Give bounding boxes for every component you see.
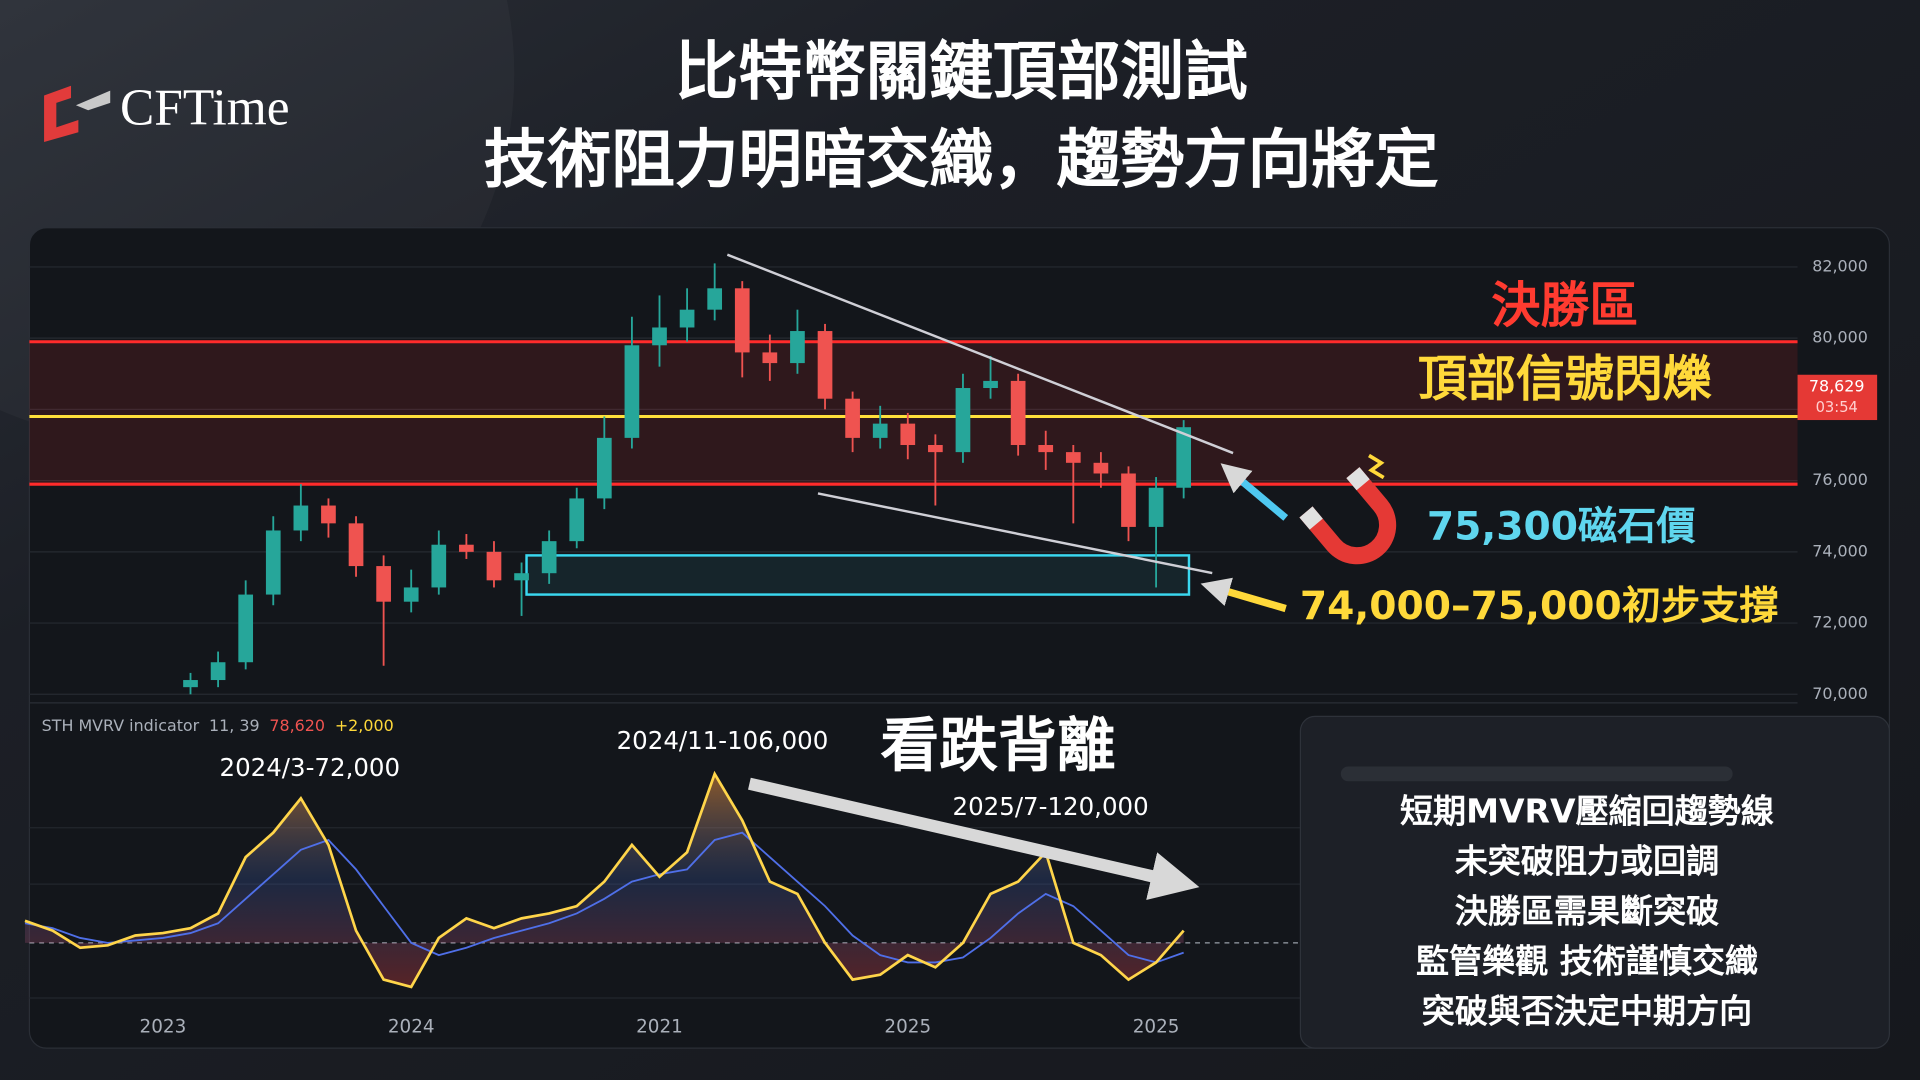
indicator-panel: STH MVRV indicator 11, 39 78,620 +2,000 2023…: [24, 702, 1798, 1037]
candle-body: [900, 423, 916, 446]
candle-body: [486, 551, 502, 581]
candle-body: [403, 587, 419, 602]
candle-body: [928, 445, 943, 453]
candle-body: [541, 541, 557, 574]
candle-body: [734, 288, 750, 353]
annotation: 2024/11-106,000: [617, 726, 829, 755]
arrow: [1220, 463, 1289, 521]
trendline: [817, 492, 1213, 575]
candle-body: [652, 327, 667, 346]
candle-body: [983, 380, 998, 389]
x-tick-label: 2024: [388, 1016, 435, 1037]
candle-body: [431, 544, 447, 588]
logo: CFTime: [44, 79, 290, 143]
annotation: 看跌背離: [880, 710, 1115, 779]
summary-line: 決勝區需果斷突破: [1455, 891, 1719, 930]
support-box: [525, 554, 1191, 596]
candle-body: [183, 680, 198, 688]
title: 技術阻力明暗交織，趨勢方向將定: [484, 124, 1439, 198]
logo-text: CFTime: [120, 79, 290, 136]
candle-body: [955, 388, 971, 453]
price-tag: [1797, 374, 1878, 421]
x-tick-label: 2025: [1133, 1016, 1180, 1037]
annotation: 決勝區: [1491, 277, 1638, 334]
candle-body: [1038, 445, 1054, 453]
countdown: 03:54: [1816, 399, 1858, 416]
candle-body: [348, 523, 364, 567]
y-tick-label: 72,000: [1812, 613, 1868, 632]
spark: [1368, 453, 1385, 480]
candle-body: [707, 288, 723, 310]
candle-body: [514, 573, 529, 581]
candle-body: [459, 544, 474, 552]
legend-item: STH MVRV indicator: [42, 716, 200, 735]
trendline: [726, 253, 1234, 455]
candle-body: [624, 345, 640, 438]
y-tick-label: 74,000: [1812, 541, 1868, 560]
candle-body: [569, 498, 585, 542]
summary-panel: [1299, 715, 1890, 1049]
annotation: 74,000–75,000初步支撐: [1300, 584, 1779, 629]
y-tick-label: 80,000: [1812, 328, 1868, 347]
candle-body: [238, 594, 254, 663]
legend-item: 11, 39: [209, 716, 260, 735]
annotation: 2024/3-72,000: [220, 753, 401, 782]
trend-arrow: [748, 777, 1200, 901]
candle-body: [265, 530, 281, 595]
summary-line: 監管樂觀 技術謹慎交織: [1416, 941, 1758, 980]
x-tick-label: 2023: [140, 1016, 187, 1037]
price-panel: 70,00072,00074,00076,00078,00080,00082,0…: [29, 256, 1878, 703]
candle-body: [1148, 487, 1164, 527]
candle-body: [817, 331, 833, 399]
x-tick-label: 2021: [636, 1016, 683, 1037]
area: [24, 773, 1184, 987]
candle-body: [1010, 380, 1026, 446]
blurred-text: [1340, 766, 1733, 782]
candle-body: [321, 505, 336, 524]
magnet-icon: [1299, 467, 1397, 565]
y-tick-label: 70,000: [1812, 684, 1868, 703]
summary-line: 短期MVRV壓縮回趨勢線: [1400, 792, 1774, 831]
arrow: [1200, 577, 1287, 613]
candle-body: [872, 423, 888, 438]
candle-body: [596, 437, 612, 499]
summary-line: 未突破阻力或回調: [1455, 842, 1719, 881]
legend-item: 78,620: [269, 716, 325, 735]
annotation: 頂部信號閃爍: [1418, 351, 1712, 408]
x-tick-label: 2025: [884, 1016, 931, 1037]
candle-body: [1121, 473, 1136, 527]
y-tick-label: 82,000: [1812, 256, 1868, 275]
candle-body: [1093, 462, 1109, 474]
candle-body: [679, 309, 695, 328]
legend-item: +2,000: [335, 716, 394, 735]
line: [24, 831, 1184, 964]
legend: STH MVRV indicator 11, 39 78,620 +2,000: [42, 716, 394, 735]
candle-body: [210, 662, 226, 681]
summary-line: 突破與否決定中期方向: [1422, 991, 1752, 1030]
candle-body: [1176, 427, 1192, 488]
title: 比特幣關鍵頂部測試: [675, 35, 1248, 109]
y-tick-label: 76,000: [1812, 470, 1868, 489]
candle-body: [293, 505, 309, 531]
candle-body: [1065, 452, 1081, 463]
candle-body: [762, 352, 778, 364]
annotation: 2025/7-120,000: [953, 792, 1149, 821]
candle-body: [376, 566, 391, 602]
candle-body: [790, 331, 805, 364]
annotation: 75,300磁石價: [1427, 504, 1697, 549]
price-tag-label: 78,629: [1809, 376, 1865, 395]
line: [24, 770, 1185, 989]
candle-body: [845, 398, 860, 438]
